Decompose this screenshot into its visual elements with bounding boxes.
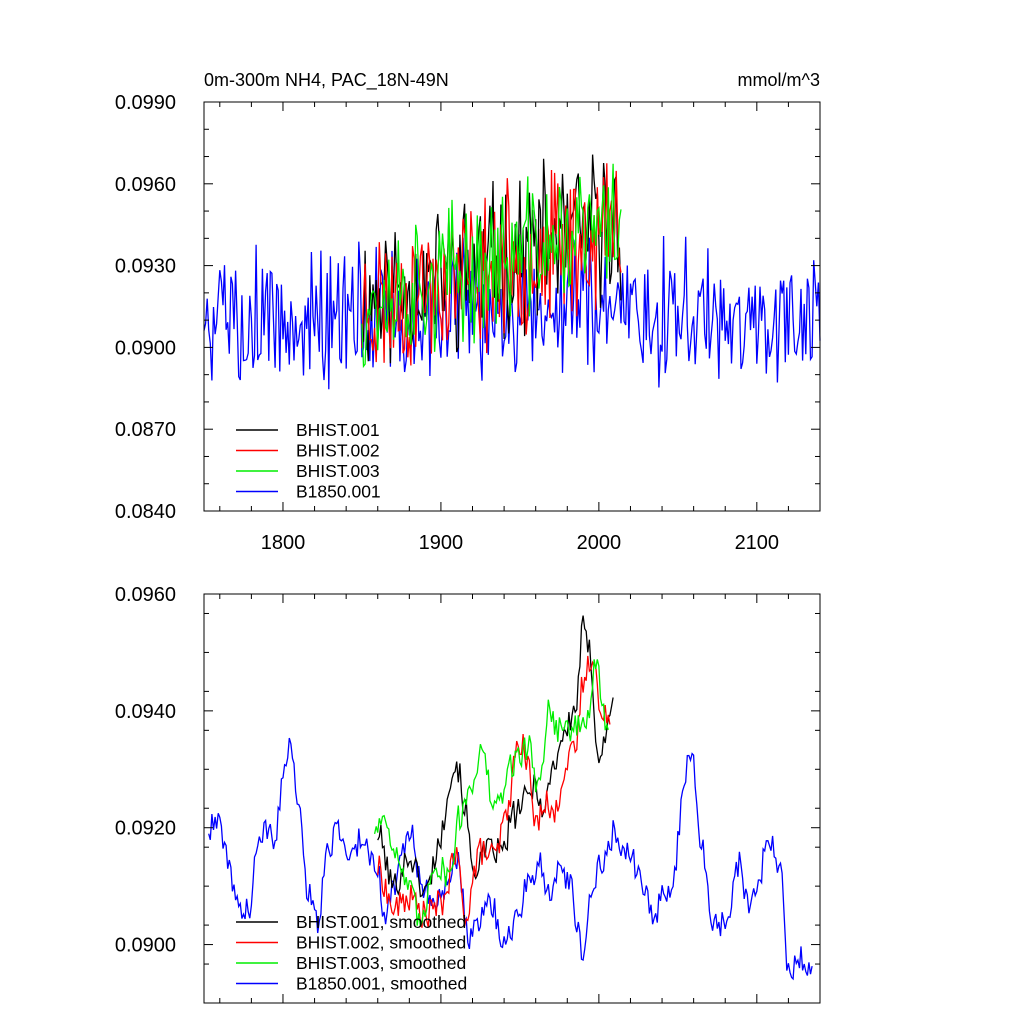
x-tick-label: 1900: [419, 532, 464, 554]
y-tick-label: 0.0870: [115, 419, 176, 441]
bottom-panel: 0.0900 0.0920 0.0940 0.0960 BHIST.001, smoo…: [115, 584, 821, 1004]
series-line-bhist-002: [361, 163, 622, 366]
top-panel-title: 0m-300m NH4, PAC_18N-49N: [204, 70, 449, 91]
legend-label: B1850.001: [296, 482, 381, 502]
series-line-bhist-001-smoothed: [377, 615, 614, 898]
top-plot-frame: [203, 101, 821, 512]
y-tick-label: 0.0930: [115, 256, 176, 278]
y-tick-label: 0.0960: [115, 174, 176, 196]
y-tick-label: 0.0940: [115, 701, 176, 723]
x-tick-label: 1800: [261, 532, 306, 554]
y-tick-label: 0.0960: [115, 584, 176, 606]
y-tick-label: 0.0920: [115, 818, 176, 840]
bottom-series-group: [208, 615, 813, 981]
series-line-bhist-003-smoothed: [373, 659, 609, 927]
series-line-b1850-001: [203, 235, 821, 390]
top-series-group: [203, 154, 821, 390]
top-axis-ticks: 1800 1900 2000 2100 0.0840 0.0870 0.0900 0.0930…: [115, 92, 821, 554]
top-panel-units: mmol/m^3: [738, 70, 820, 90]
y-tick-label: 0.0900: [115, 337, 176, 359]
legend-label: BHIST.003, smoothed: [296, 953, 466, 973]
legend-label: BHIST.001: [296, 420, 380, 440]
x-tick-label: 2000: [577, 532, 622, 554]
series-line-bhist-003: [361, 163, 622, 369]
legend-label: BHIST.003: [296, 461, 380, 481]
series-line-b1850-001-smoothed: [208, 737, 813, 981]
y-tick-label: 0.0900: [115, 935, 176, 957]
legend-label: B1850.001, smoothed: [296, 974, 467, 994]
legend-label: BHIST.002: [296, 441, 380, 461]
x-tick-label: 2100: [735, 532, 780, 554]
bottom-axis-ticks: 0.0900 0.0920 0.0940 0.0960: [115, 584, 821, 1004]
y-tick-label: 0.0990: [115, 92, 176, 114]
bottom-plot-frame: [203, 593, 821, 1004]
y-tick-label: 0.0840: [115, 501, 176, 523]
top-panel: 0m-300m NH4, PAC_18N-49N mmol/m^3 1800 19…: [115, 70, 821, 554]
legend-label: BHIST.002, smoothed: [296, 933, 466, 953]
legend-label: BHIST.001, smoothed: [296, 912, 466, 932]
